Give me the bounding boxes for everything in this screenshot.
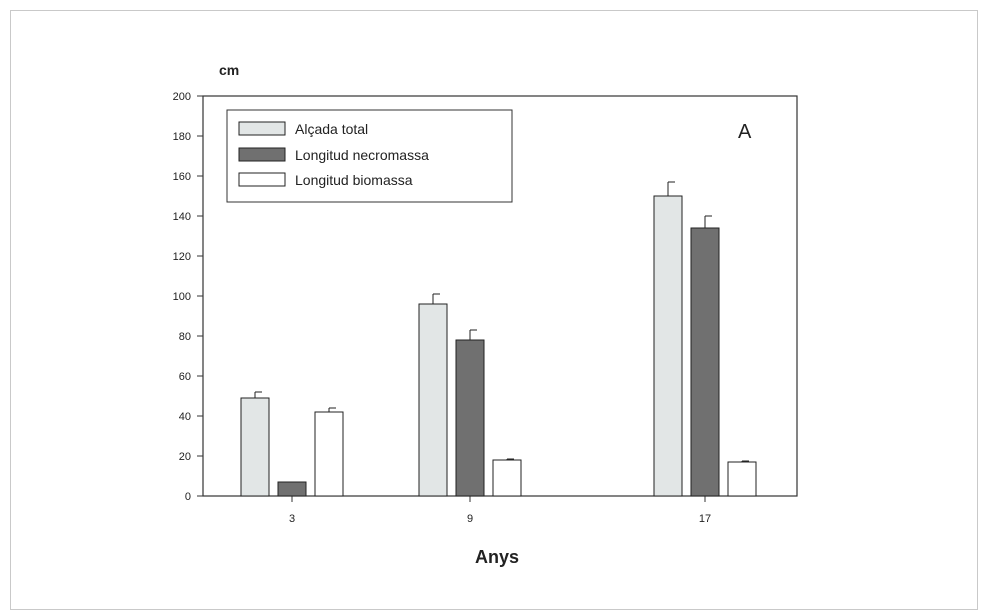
bar-chart: cm Anys 0 20 40 60 80 100 120 140 160 180 200 3 9 17… [173,62,798,567]
bar [690,227,720,497]
bar [314,411,344,497]
x-tick-label: 9 [467,513,473,525]
y-tick-label: 200 [173,91,191,103]
y-tick-label: 80 [179,331,191,343]
legend-swatch [238,121,286,136]
y-tick-label: 40 [179,411,191,423]
x-axis: 3 9 17 [289,496,711,525]
legend-label: Alçada total [295,121,368,137]
bar [240,397,270,497]
y-tick-label: 100 [173,291,191,303]
y-tick-label: 60 [179,371,191,383]
bar [455,339,485,497]
panel-letter: A [738,121,752,143]
bar [492,459,522,497]
y-axis-title: cm [219,62,239,78]
x-axis-title: Anys [475,547,519,567]
bar [727,461,757,497]
bar [653,195,683,497]
x-tick-label: 17 [699,513,711,525]
legend-label: Longitud biomassa [295,172,413,188]
legend-swatch [238,172,286,187]
x-tick-label: 3 [289,513,295,525]
y-tick-label: 180 [173,131,191,143]
y-tick-label: 0 [185,491,191,503]
legend-swatch [238,147,286,162]
bar [418,303,448,497]
bar [277,481,307,497]
legend: Alçada total Longitud necromassa Longitud … [226,109,513,203]
y-tick-label: 140 [173,211,191,223]
bars-group [240,181,757,497]
y-tick-label: 120 [173,251,191,263]
y-tick-label: 20 [179,451,191,463]
y-axis: 0 20 40 60 80 100 120 140 160 180 200 [173,91,203,503]
legend-label: Longitud necromassa [295,147,429,163]
y-tick-label: 160 [173,171,191,183]
